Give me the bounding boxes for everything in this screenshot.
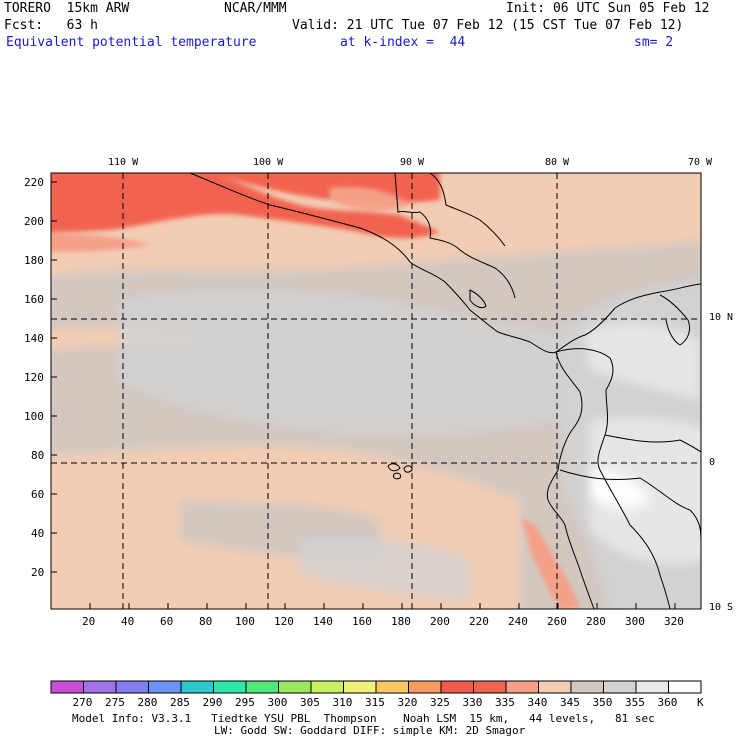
x-tick-label: 280 [586,615,606,628]
y-tick-label: 120 [24,371,44,384]
x-tick-label: 40 [121,615,135,628]
x-tick-label: 140 [313,615,333,628]
y-tick-label: 180 [24,254,44,267]
colorbar-label: 330 [462,696,483,709]
x-tick-label: 20 [82,615,96,628]
colorbar-box [473,680,507,694]
organization: NCAR/MMM [224,1,287,16]
model-info: Model Info: V3.3.1 Tiedtke YSU PBL Thomp… [72,712,655,725]
x-tick-label: 320 [664,615,684,628]
x-tick-label: 260 [547,615,567,628]
colorbar-label: 270 [72,696,93,709]
colorbar-box [408,680,442,694]
colorbar-box [343,680,377,694]
colorbar-box [538,680,572,694]
latitude-label: 0 [709,457,716,468]
colorbar-box [115,680,149,694]
y-tick-label: 20 [31,566,45,579]
colorbar-label: 305 [300,696,320,709]
x-tick-label: 80 [199,615,213,628]
colorbar-label: 290 [202,696,223,709]
x-tick-label: 120 [274,615,294,628]
colorbar-box [635,680,669,694]
model-name: TORERO 15km ARW [4,1,130,16]
colorbar-box [213,680,247,694]
colorbar-box [440,680,474,694]
x-tick-label: 240 [508,615,528,628]
colorbar-box [180,680,214,694]
physics-info: LW: Godd SW: Goddard DIFF: simple KM: 2D… [214,724,526,737]
field-name: Equivalent potential temperature [6,35,257,50]
colorbar-box [603,680,637,694]
colorbar-label: 325 [430,696,450,709]
shaded-field [51,173,701,609]
colorbar-box [375,680,409,694]
coastlines [189,173,701,609]
colorbar-label: 310 [332,696,353,709]
level-info: at k-index = 44 [340,35,466,50]
forecast-hour: Fcst: 63 h [4,18,98,33]
colorbar-box [570,680,604,694]
colorbar-box [668,680,702,694]
y-tick-label: 80 [31,449,45,462]
colorbar-label: 275 [105,696,125,709]
longitude-label: 110 W [108,157,139,168]
colorbar-box [278,680,312,694]
colorbar-label: 360 [657,696,678,709]
x-tick-label: 100 [235,615,255,628]
latitude-label: 10 S [709,602,734,613]
colorbar-label: 350 [592,696,613,709]
x-tick-label: 160 [352,615,372,628]
x-tick-label: 60 [160,615,174,628]
graticule [51,173,701,609]
colorbar-label: 340 [527,696,548,709]
colorbar-box [245,680,279,694]
colorbar-label: 355 [625,696,645,709]
colorbar-label: 300 [267,696,288,709]
y-tick-label: 100 [24,410,44,423]
y-tick-label: 60 [31,488,45,501]
colorbar-label: 285 [170,696,190,709]
init-time: Init: 06 UTC Sun 05 Feb 12 [506,1,710,16]
longitude-label: 90 W [400,157,425,168]
y-tick-label: 220 [24,176,44,189]
valid-time: Valid: 21 UTC Tue 07 Feb 12 (15 CST Tue … [292,18,684,33]
x-tick-label: 300 [625,615,645,628]
colorbar-box [148,680,182,694]
x-tick-label: 200 [430,615,450,628]
y-tick-label: 140 [24,332,44,345]
colorbar-box [505,680,539,694]
colorbar-label: 320 [397,696,418,709]
colorbar-label: 335 [495,696,515,709]
x-tick-label: 180 [391,615,411,628]
colorbar-box [310,680,344,694]
colorbar-label: 295 [235,696,255,709]
colorbar-label: 280 [137,696,158,709]
x-tick-label: 220 [469,615,489,628]
y-tick-label: 40 [31,527,45,540]
smoothing-info: sm= 2 [634,35,674,50]
y-tick-label: 160 [24,293,44,306]
colorbar-unit: K [697,696,704,709]
colorbar-boxes [50,680,702,694]
latitude-label: 10 N [709,312,734,323]
longitude-label: 100 W [253,157,284,168]
colorbar-box [50,680,84,694]
longitude-label: 70 W [688,157,713,168]
y-tick-label: 200 [24,215,44,228]
axis-ticks [51,181,676,609]
longitude-label: 80 W [545,157,570,168]
colorbar-box [83,680,117,694]
colorbar-label: 345 [560,696,580,709]
colorbar-label: 315 [365,696,385,709]
